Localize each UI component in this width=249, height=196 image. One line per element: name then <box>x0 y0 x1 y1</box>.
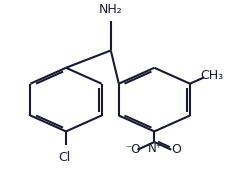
Text: ⁻O: ⁻O <box>125 143 141 156</box>
Text: O: O <box>171 143 181 156</box>
Text: N⁺: N⁺ <box>147 142 162 155</box>
Text: Cl: Cl <box>59 151 71 164</box>
Text: NH₂: NH₂ <box>99 3 123 16</box>
Text: CH₃: CH₃ <box>200 69 224 82</box>
